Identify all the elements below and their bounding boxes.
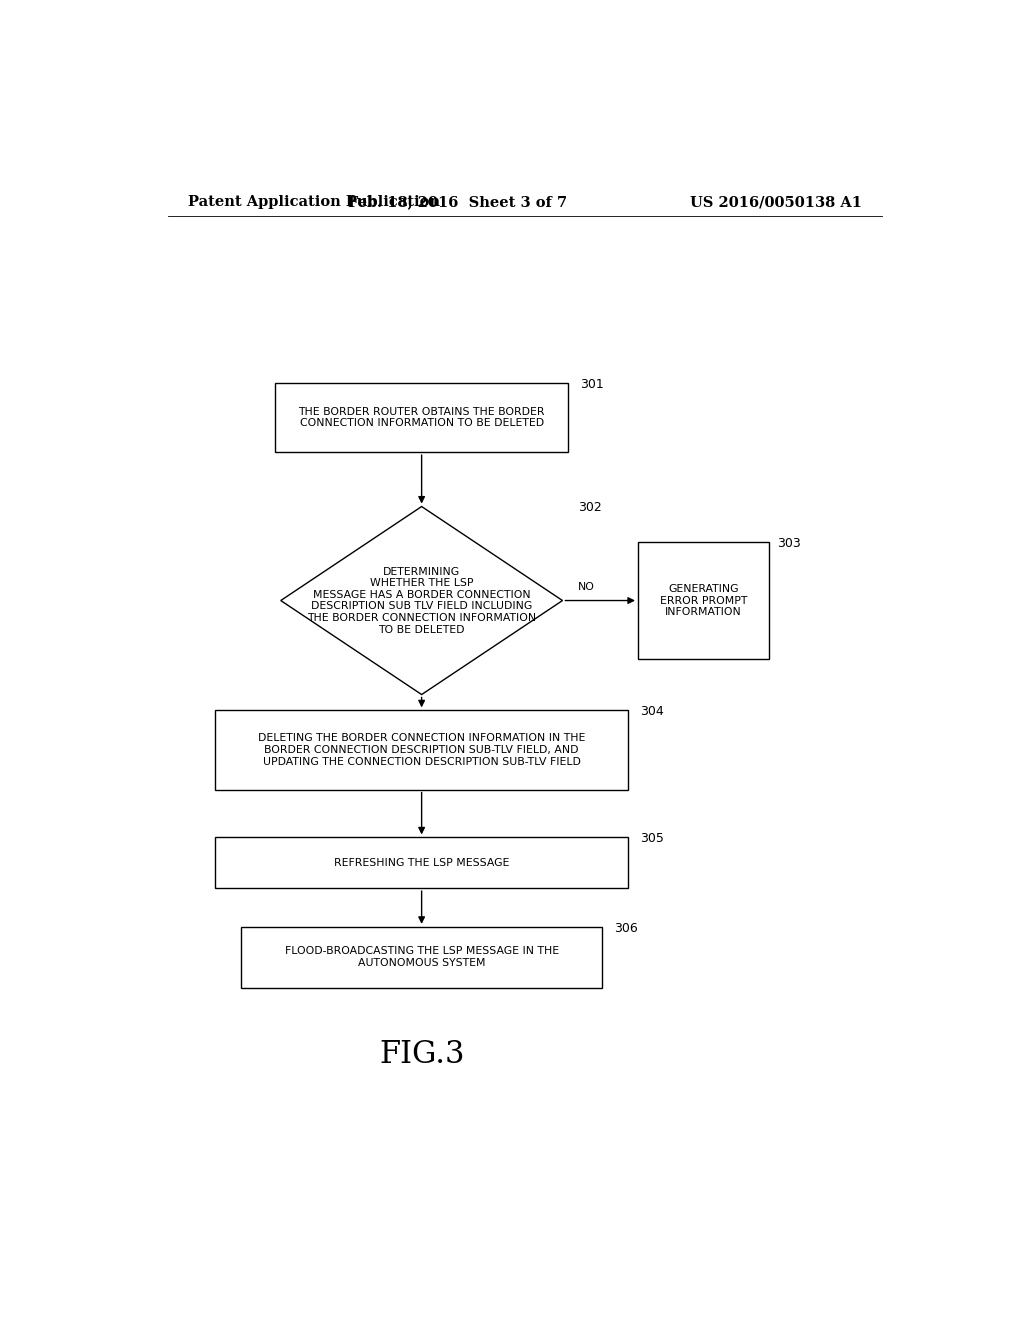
Text: YES: YES	[391, 717, 412, 727]
Text: 305: 305	[640, 833, 664, 845]
FancyBboxPatch shape	[215, 710, 628, 789]
Text: DETERMINING
WHETHER THE LSP
MESSAGE HAS A BORDER CONNECTION
DESCRIPTION SUB TLV : DETERMINING WHETHER THE LSP MESSAGE HAS …	[307, 566, 537, 635]
Text: FLOOD-BROADCASTING THE LSP MESSAGE IN THE
AUTONOMOUS SYSTEM: FLOOD-BROADCASTING THE LSP MESSAGE IN TH…	[285, 946, 559, 968]
Text: Patent Application Publication: Patent Application Publication	[187, 195, 439, 209]
Text: 304: 304	[640, 705, 664, 718]
Text: GENERATING
ERROR PROMPT
INFORMATION: GENERATING ERROR PROMPT INFORMATION	[659, 583, 748, 618]
Text: THE BORDER ROUTER OBTAINS THE BORDER
CONNECTION INFORMATION TO BE DELETED: THE BORDER ROUTER OBTAINS THE BORDER CON…	[298, 407, 545, 429]
Text: Feb. 18, 2016  Sheet 3 of 7: Feb. 18, 2016 Sheet 3 of 7	[348, 195, 567, 209]
FancyBboxPatch shape	[274, 383, 568, 453]
Polygon shape	[281, 507, 562, 694]
Text: 303: 303	[777, 537, 801, 550]
FancyBboxPatch shape	[241, 927, 602, 987]
Text: FIG.3: FIG.3	[379, 1039, 464, 1071]
Text: 306: 306	[614, 921, 638, 935]
Text: 301: 301	[581, 378, 604, 391]
Text: REFRESHING THE LSP MESSAGE: REFRESHING THE LSP MESSAGE	[334, 858, 509, 867]
Text: NO: NO	[579, 582, 595, 593]
Text: 302: 302	[579, 502, 602, 515]
FancyBboxPatch shape	[215, 837, 628, 888]
Text: US 2016/0050138 A1: US 2016/0050138 A1	[690, 195, 862, 209]
FancyBboxPatch shape	[638, 543, 769, 659]
Text: DELETING THE BORDER CONNECTION INFORMATION IN THE
BORDER CONNECTION DESCRIPTION : DELETING THE BORDER CONNECTION INFORMATI…	[258, 734, 586, 767]
